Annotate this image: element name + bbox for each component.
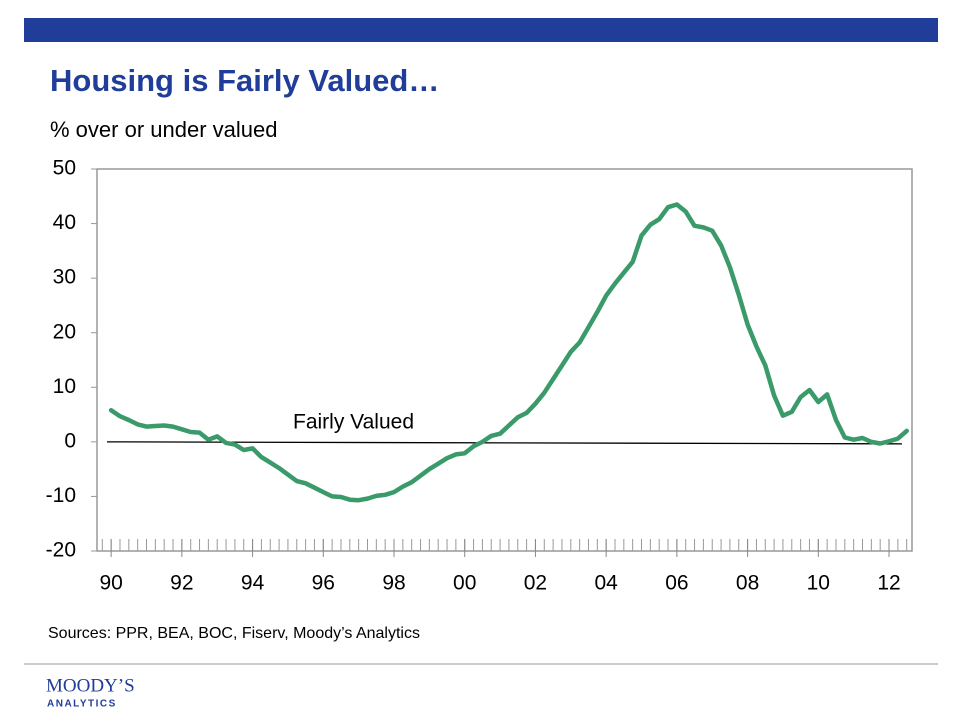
y-tick-label: 50 (53, 157, 76, 180)
data-line (108, 202, 909, 503)
x-tick-label: 06 (665, 572, 688, 595)
x-tick-label: 12 (877, 572, 900, 595)
x-tick-label: 10 (807, 572, 830, 595)
y-tick-label: -10 (46, 484, 76, 507)
logo-name: MOODY’S (46, 675, 135, 696)
x-tick-label: 00 (453, 572, 476, 595)
zero-line (106, 441, 903, 445)
x-tick-label: 98 (382, 572, 405, 595)
y-tick-label: 0 (64, 429, 76, 452)
x-tick-label: 90 (99, 572, 122, 595)
x-tick-label: 94 (241, 572, 265, 595)
y-tick-label: 40 (53, 211, 76, 234)
x-tick-label: 08 (736, 572, 759, 595)
annotation: Fairly Valued (293, 411, 414, 434)
y-tick-label: 20 (53, 320, 76, 343)
x-tick-label: 96 (312, 572, 335, 595)
logo-tagline: ANALYTICS (47, 699, 117, 710)
y-tick-label: 10 (53, 375, 76, 398)
plot-frame (96, 168, 913, 552)
y-tick-label: 30 (53, 266, 76, 289)
x-tick-label: 92 (170, 572, 193, 595)
x-tick-label: 04 (594, 572, 618, 595)
y-tick-label: -20 (46, 539, 76, 562)
source: Sources: PPR, BEA, BOC, Fiserv, Moody’s … (48, 625, 420, 642)
subtitle: % over or under valued (50, 117, 277, 142)
header-bar (24, 18, 938, 42)
slide-title: Housing is Fairly Valued… (50, 63, 439, 98)
x-tick-label: 02 (524, 572, 547, 595)
